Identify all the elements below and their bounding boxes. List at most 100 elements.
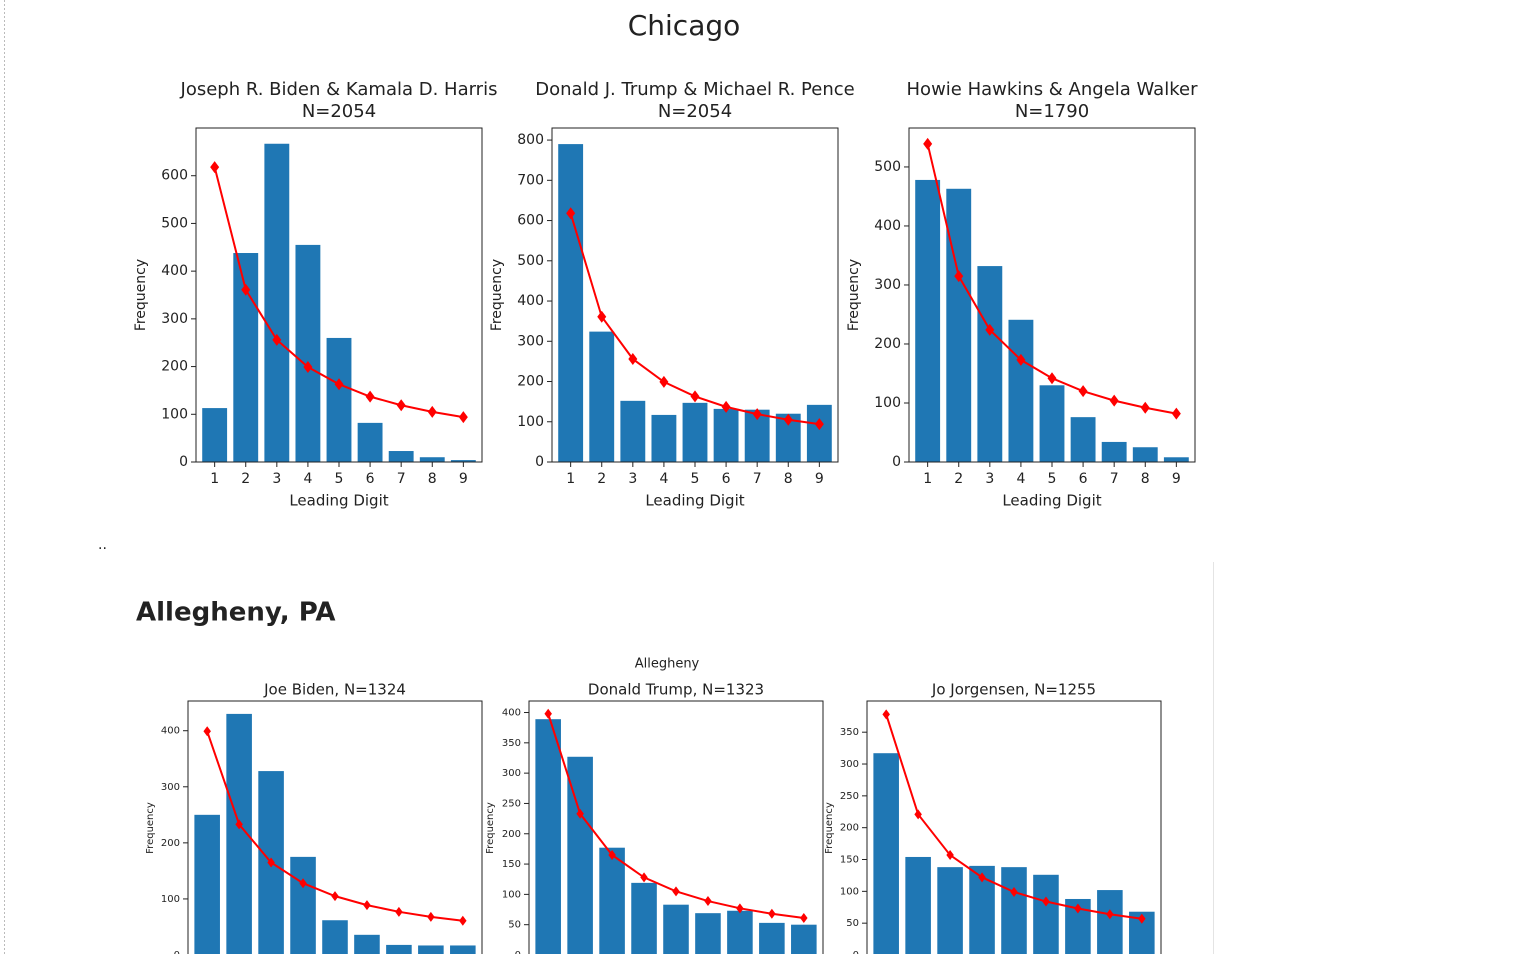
expected-marker bbox=[566, 207, 576, 220]
chart-title: Jo Jorgensen, N=1255 bbox=[931, 681, 1096, 699]
bar bbox=[1163, 457, 1189, 462]
bar bbox=[915, 179, 941, 462]
chart-title: Donald Trump, N=1323 bbox=[588, 681, 764, 699]
bar bbox=[905, 856, 931, 954]
x-tick-label: 3 bbox=[628, 471, 637, 487]
expected-marker bbox=[1171, 407, 1181, 420]
y-tick-label: 0 bbox=[853, 950, 859, 954]
bar bbox=[806, 404, 832, 462]
bar bbox=[937, 867, 963, 954]
y-tick-label: 800 bbox=[517, 132, 544, 148]
y-tick-label: 500 bbox=[874, 159, 901, 175]
expected-marker bbox=[690, 390, 700, 403]
bar bbox=[599, 847, 625, 954]
expected-marker bbox=[272, 333, 282, 346]
bar bbox=[759, 922, 785, 954]
expected-marker bbox=[1109, 394, 1119, 407]
bar bbox=[713, 408, 739, 462]
x-tick-label: 2 bbox=[954, 471, 963, 487]
bar bbox=[418, 945, 444, 954]
y-tick-label: 100 bbox=[840, 886, 859, 897]
bar bbox=[1008, 319, 1034, 462]
y-axis-label: Frequency bbox=[145, 802, 156, 854]
y-tick-label: 400 bbox=[161, 263, 188, 279]
y-tick-label: 100 bbox=[161, 894, 180, 905]
plot-frame bbox=[528, 700, 824, 954]
bar bbox=[357, 422, 383, 462]
plot-frame bbox=[187, 700, 483, 954]
y-tick-label: 150 bbox=[840, 855, 859, 866]
x-tick-label: 6 bbox=[366, 471, 375, 487]
expected-marker bbox=[576, 808, 584, 819]
x-tick-label: 9 bbox=[459, 471, 468, 487]
x-tick-label: 9 bbox=[1172, 471, 1181, 487]
expected-marker bbox=[800, 913, 808, 924]
bar bbox=[873, 753, 899, 954]
x-tick-label: 8 bbox=[784, 471, 793, 487]
x-tick-label: 7 bbox=[753, 471, 762, 487]
expected-marker bbox=[608, 849, 616, 860]
bar bbox=[631, 882, 657, 954]
x-axis-label: Leading Digit bbox=[289, 492, 388, 510]
y-tick-label: 300 bbox=[517, 333, 544, 349]
bar bbox=[977, 266, 1003, 462]
y-tick-label: 300 bbox=[161, 782, 180, 793]
bar bbox=[326, 337, 352, 462]
expected-marker bbox=[1106, 909, 1114, 920]
expected-marker bbox=[427, 911, 435, 922]
x-tick-label: 9 bbox=[815, 471, 824, 487]
expected-marker bbox=[267, 857, 275, 868]
y-tick-label: 600 bbox=[161, 168, 188, 184]
y-tick-label: 300 bbox=[161, 311, 188, 327]
x-tick-label: 4 bbox=[303, 471, 312, 487]
expected-marker bbox=[203, 726, 211, 737]
expected-marker bbox=[210, 161, 220, 174]
y-tick-label: 200 bbox=[502, 829, 521, 840]
expected-marker bbox=[363, 900, 371, 911]
bar bbox=[663, 904, 689, 954]
x-tick-label: 6 bbox=[722, 471, 731, 487]
expected-marker bbox=[1140, 401, 1150, 414]
x-tick-label: 7 bbox=[397, 471, 406, 487]
expected-marker bbox=[736, 903, 744, 914]
expected-marker bbox=[985, 323, 995, 336]
chart-subtitle: N=2054 bbox=[658, 101, 732, 122]
y-tick-label: 300 bbox=[840, 759, 859, 770]
separator: .. bbox=[98, 537, 107, 553]
expected-marker bbox=[814, 418, 824, 431]
bar bbox=[1097, 890, 1123, 954]
expected-marker bbox=[459, 915, 467, 926]
expected-marker bbox=[1047, 372, 1057, 385]
chart-title: Joseph R. Biden & Kamala D. Harris bbox=[180, 79, 498, 100]
expected-marker bbox=[241, 283, 251, 296]
figure-title: Allegheny bbox=[635, 657, 700, 672]
chart-title: Donald J. Trump & Michael R. Pence bbox=[535, 79, 854, 100]
bar bbox=[290, 856, 316, 954]
y-axis-label: Frequency bbox=[824, 802, 835, 854]
expected-marker bbox=[365, 390, 375, 403]
y-tick-label: 500 bbox=[161, 215, 188, 231]
bar bbox=[1039, 385, 1065, 462]
bar bbox=[202, 408, 228, 462]
bar bbox=[388, 451, 414, 462]
bar bbox=[1101, 441, 1127, 462]
y-tick-label: 50 bbox=[508, 920, 521, 931]
x-tick-label: 2 bbox=[241, 471, 250, 487]
bar bbox=[1033, 874, 1059, 954]
plot-frame bbox=[195, 127, 483, 463]
y-tick-label: 400 bbox=[161, 726, 180, 737]
expected-marker bbox=[303, 361, 313, 374]
x-tick-label: 8 bbox=[1141, 471, 1150, 487]
y-tick-label: 400 bbox=[517, 293, 544, 309]
x-tick-label: 8 bbox=[428, 471, 437, 487]
expected-marker bbox=[783, 413, 793, 426]
expected-marker bbox=[704, 896, 712, 907]
expected-marker bbox=[640, 872, 648, 883]
x-axis-label: Leading Digit bbox=[1002, 492, 1101, 510]
expected-marker bbox=[1138, 913, 1146, 924]
y-tick-label: 700 bbox=[517, 172, 544, 188]
y-tick-label: 0 bbox=[535, 454, 544, 470]
expected-marker bbox=[395, 906, 403, 917]
bar bbox=[535, 719, 561, 954]
x-tick-label: 5 bbox=[691, 471, 700, 487]
